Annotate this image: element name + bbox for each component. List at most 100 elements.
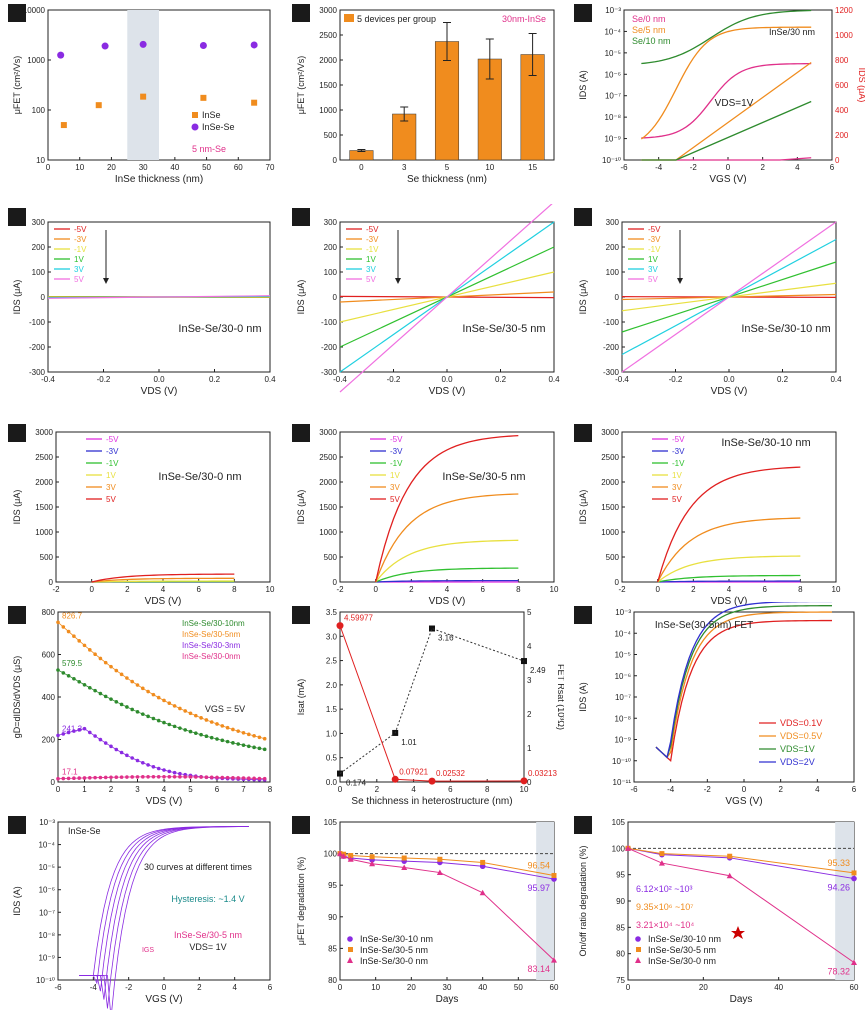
value-label: 0.174: [346, 779, 367, 788]
y-tick-label: 10⁻⁹: [604, 135, 621, 144]
x-tick-label: -6: [54, 983, 62, 992]
value-label: 0.07921: [399, 767, 428, 776]
y-tick-label: 10⁻¹⁰: [602, 156, 621, 165]
highlight-band: [127, 10, 159, 160]
y-axis-label: Isat (mA): [296, 679, 306, 716]
y-tick-label: 1000: [319, 528, 337, 537]
y-tick-label: 10⁻⁷: [615, 693, 631, 702]
legend-label: -1V: [366, 245, 379, 254]
x-tick-label: 0.4: [830, 375, 842, 384]
x-tick-label: -0.2: [97, 375, 111, 384]
x-tick-label: 8: [798, 585, 803, 594]
y-tick-label: 3000: [601, 428, 619, 437]
x-tick-label: 2: [125, 585, 130, 594]
x-axis-label: VGS (V): [725, 796, 762, 807]
y-tick-label: 0: [51, 778, 56, 787]
x-axis-label: VDS (V): [711, 386, 748, 397]
x-tick-label: -0.2: [669, 375, 683, 384]
x-axis-label: Days: [436, 994, 459, 1005]
y-tick-label: 0: [49, 578, 54, 587]
y-axis-label: IDS (μA): [296, 490, 306, 525]
y2-tick-label: 2: [527, 710, 532, 719]
data-point: [57, 52, 64, 59]
x-axis-label: VDS (V): [141, 386, 178, 397]
y-axis-label: μFET (cm²/Vs): [12, 56, 22, 115]
y-tick-label: -300: [321, 368, 338, 377]
highlight-band: [536, 822, 554, 980]
y-tick-label: 90: [616, 897, 625, 906]
y-tick-label: 1000: [27, 56, 45, 65]
legend-label: InSe-Se/30-10 nm: [648, 934, 721, 944]
y-tick-label: 2000: [319, 56, 337, 65]
legend-marker: [347, 936, 353, 942]
legend-label: 5V: [106, 495, 116, 504]
y-axis-label: IDS (μA): [578, 280, 588, 315]
y-tick-label: 200: [32, 243, 46, 252]
y-tick-label: 105: [324, 818, 338, 827]
x-tick-label: 6: [196, 585, 201, 594]
x-tick-label: 2: [197, 983, 202, 992]
x-tick-label: 6: [480, 585, 485, 594]
value-label: 1.01: [401, 738, 417, 747]
x-tick-label: 20: [407, 983, 416, 992]
annotation: InSe-Se/30-5 nm: [174, 930, 242, 940]
x-tick-label: 40: [774, 983, 783, 992]
x-tick-label: 10: [75, 163, 84, 172]
y-tick-label: 0: [333, 578, 338, 587]
y-tick-label: 1500: [601, 503, 619, 512]
x-tick-label: 0.4: [264, 375, 276, 384]
x-tick-label: 6: [448, 785, 453, 794]
x-tick-label: 0.2: [495, 375, 507, 384]
y-tick-label: 300: [32, 218, 46, 227]
category-label: 3: [402, 163, 407, 172]
data-point: [96, 102, 102, 108]
legend-label: InSe-Se: [202, 122, 235, 132]
annotation: InSe/30 nm: [769, 27, 815, 37]
y-axis-label: μFET degradation (%): [296, 857, 306, 946]
y-tick-label: 300: [606, 218, 620, 227]
legend-label: InSe-Se/30-3nm: [182, 641, 241, 650]
x-axis-label: VDS (V): [429, 386, 466, 397]
legend-label: -1V: [648, 245, 661, 254]
y-tick-label: 2500: [319, 31, 337, 40]
data-point: [251, 41, 258, 48]
y-tick-label: 10⁻¹¹: [613, 778, 632, 787]
y-tick-label: 10⁻⁵: [605, 49, 621, 58]
y-tick-label: -100: [603, 318, 620, 327]
chart-title: 30nm-InSe: [502, 14, 546, 24]
x-tick-label: 2: [760, 163, 765, 172]
x-tick-label: 30: [443, 983, 452, 992]
x-tick-label: 4: [815, 785, 820, 794]
category-label: 0: [359, 163, 364, 172]
value-label: 3.16: [438, 634, 454, 643]
legend-label: -5V: [106, 435, 119, 444]
x-tick-label: 0.2: [209, 375, 221, 384]
y-tick-label: 10⁻⁶: [39, 886, 55, 895]
panel-label: [8, 208, 26, 226]
y-tick-label: 0.0: [326, 778, 338, 787]
panel-label: [292, 816, 310, 834]
y-tick-label: 1500: [35, 503, 53, 512]
y2-tick-label: 400: [835, 106, 849, 115]
legend-label: -5V: [672, 435, 685, 444]
x-tick-label: -6: [630, 785, 638, 794]
y2-tick-label: 800: [835, 56, 849, 65]
x-tick-label: 2: [691, 585, 696, 594]
y-tick-label: -200: [321, 343, 338, 352]
legend-label: 1V: [672, 471, 682, 480]
value-label: 95.33: [827, 858, 850, 868]
y-tick-label: 10⁻⁸: [615, 714, 632, 723]
x-tick-label: 4: [445, 585, 450, 594]
data-point: [140, 94, 146, 100]
device-label: InSe-Se/30-5 nm: [442, 471, 525, 483]
x-tick-label: -4: [655, 163, 663, 172]
annotation: VDS= 1V: [189, 942, 226, 952]
